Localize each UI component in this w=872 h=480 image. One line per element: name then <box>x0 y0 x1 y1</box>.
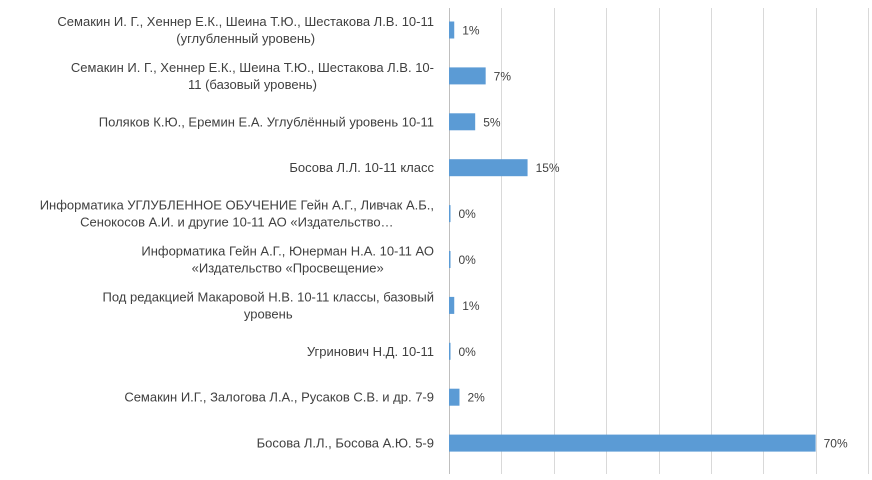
bars <box>449 21 816 452</box>
bar <box>449 388 460 406</box>
data-label: 0% <box>459 207 477 221</box>
data-label: 1% <box>462 24 480 38</box>
category-label: Семакин И. Г., Хеннер Е.К., Шеина Т.Ю., … <box>57 14 434 46</box>
category-label: Поляков К.Ю., Еремин Е.А. Углублённый ур… <box>99 114 434 129</box>
data-label: 0% <box>459 345 477 359</box>
category-label: Информатика Гейн А.Г., Юнерман Н.А. 10-1… <box>141 244 434 276</box>
bar <box>449 67 486 85</box>
category-label: Семакин И. Г., Хеннер Е.К., Шеина Т.Ю., … <box>71 60 434 92</box>
category-label: Информатика УГЛУБЛЕННОЕ ОБУЧЕНИЕ Гейн А.… <box>40 198 434 230</box>
data-label: 5% <box>483 115 501 129</box>
bar <box>449 21 455 39</box>
category-label: Босова Л.Л., Босова А.Ю. 5-9 <box>257 436 434 451</box>
bar <box>449 296 455 314</box>
data-label: 15% <box>536 161 560 175</box>
data-labels: 1% 7% 5% 15% 0% 0% 1% 0% 2% 70% <box>459 24 848 451</box>
bar <box>449 342 451 360</box>
bar <box>449 251 451 268</box>
data-label: 7% <box>494 69 512 83</box>
category-label: Под редакцией Макаровой Н.В. 10-11 класс… <box>103 289 435 321</box>
data-label: 2% <box>467 391 485 405</box>
bar <box>449 205 451 223</box>
bar <box>449 159 528 177</box>
category-label: Угринович Н.Д. 10-11 <box>307 344 434 359</box>
category-label: Семакин И.Г., Залогова Л.А., Русаков С.В… <box>124 390 434 405</box>
data-label: 70% <box>824 437 848 451</box>
category-label: Босова Л.Л. 10-11 класс <box>289 160 434 175</box>
data-label: 0% <box>459 253 477 267</box>
category-labels: Семакин И. Г., Хеннер Е.К., Шеина Т.Ю., … <box>40 14 435 451</box>
gridlines <box>449 8 869 474</box>
bar <box>449 434 816 452</box>
data-label: 1% <box>462 299 480 313</box>
bar <box>449 113 476 131</box>
